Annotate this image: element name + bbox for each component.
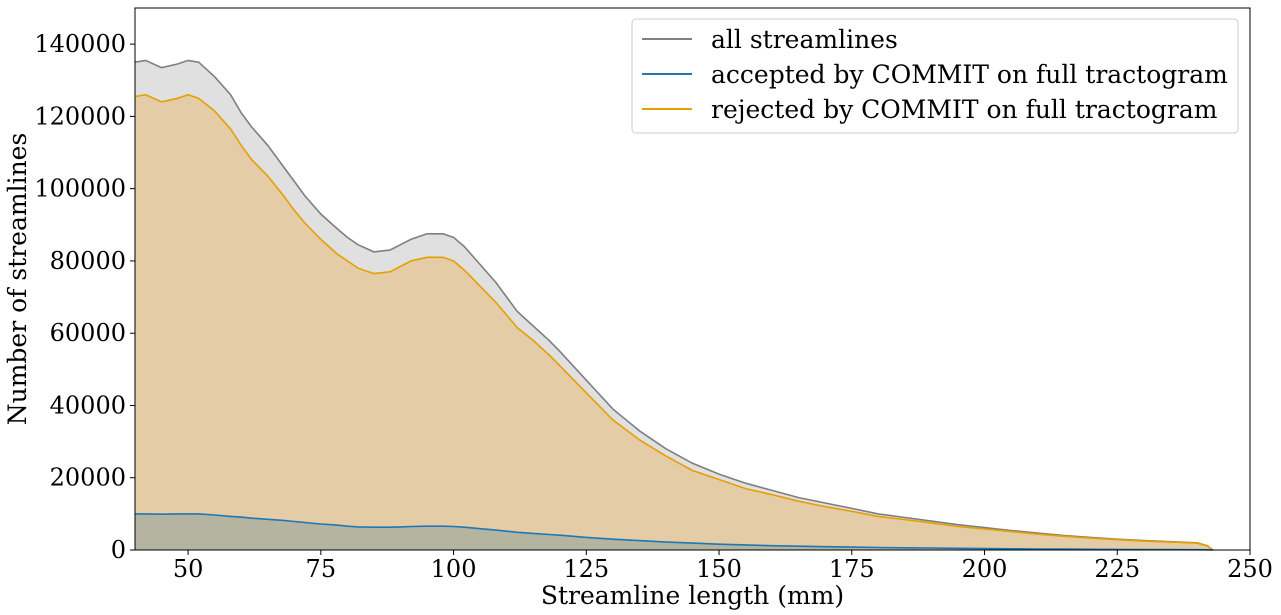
y-tick-label: 60000 (50, 319, 126, 347)
x-tick-label: 225 (1094, 555, 1140, 583)
y-tick-label: 80000 (50, 247, 126, 275)
series-lines (134, 59, 1214, 551)
x-tick-label: 150 (696, 555, 742, 583)
series-1-area (135, 513, 1213, 550)
plot-frame (134, 7, 1251, 551)
series-areas (135, 60, 1213, 551)
x-tick-label: 75 (306, 555, 337, 583)
y-axis-ticks: 0 20000 40000 60000 80000 100000 120000 140000 (34, 30, 135, 564)
x-axis-ticks: 50 75 100 125 150 175 200 225 250 (173, 550, 1273, 583)
x-axis-label: Streamline length (mm) (541, 581, 844, 610)
y-tick-label: 0 (111, 536, 126, 564)
x-tick-label: 175 (829, 555, 875, 583)
legend: all streamlines accepted by COMMIT on ful… (631, 18, 1239, 134)
legend-entry: rejected by COMMIT on full tractogram (711, 95, 1218, 124)
x-tick-label: 50 (173, 555, 204, 583)
legend-box (631, 18, 1239, 134)
y-tick-label: 100000 (34, 175, 126, 203)
y-tick-label: 40000 (50, 391, 126, 419)
y-axis-label: Number of streamlines (3, 133, 32, 426)
y-tick-label: 140000 (34, 30, 126, 58)
series-2-area (135, 94, 1213, 550)
x-tick-label: 200 (962, 555, 1008, 583)
x-tick-label: 125 (563, 555, 609, 583)
x-tick-label: 100 (431, 555, 477, 583)
x-tick-label: 250 (1227, 555, 1273, 583)
y-tick-label: 20000 (50, 464, 126, 492)
legend-entry: all streamlines (711, 25, 898, 54)
series-2-line (134, 93, 1214, 551)
series-1-line (135, 513, 1213, 551)
series-0-line (134, 59, 1214, 551)
y-tick-label: 120000 (34, 102, 126, 130)
legend-entry: accepted by COMMIT on full tractogram (711, 60, 1228, 89)
